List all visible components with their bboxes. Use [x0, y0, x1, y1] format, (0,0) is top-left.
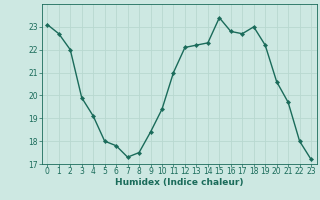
X-axis label: Humidex (Indice chaleur): Humidex (Indice chaleur): [115, 178, 244, 187]
